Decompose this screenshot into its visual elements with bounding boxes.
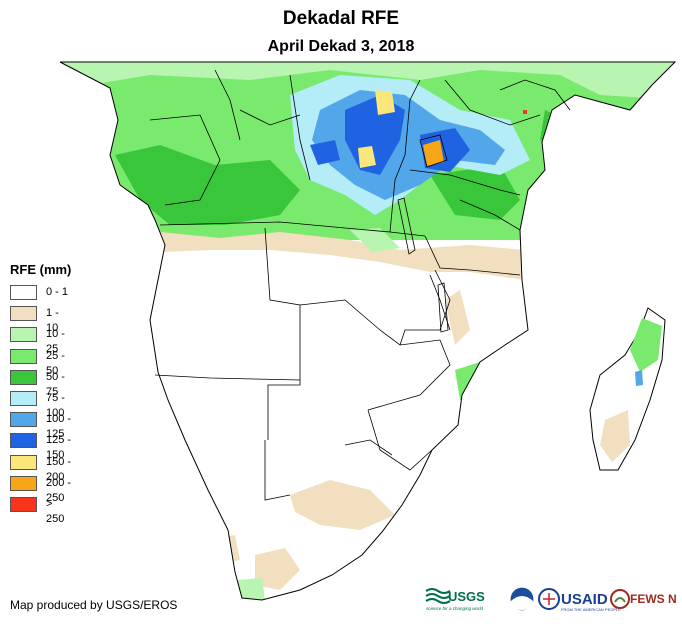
noaa-logo bbox=[509, 586, 535, 612]
legend-label: 0 - 1 bbox=[46, 286, 69, 298]
legend-label: 100 - 125 bbox=[46, 413, 72, 441]
fewsnet-text: FEWS NET bbox=[630, 592, 676, 606]
legend-swatch bbox=[10, 496, 37, 512]
map-legend: RFE (mm) 0 - 1 1 - 10 10 - 25 25 - 50 50… bbox=[10, 262, 72, 525]
rain-zone-over-250 bbox=[523, 110, 527, 114]
usaid-text: USAID bbox=[561, 591, 608, 608]
legend-label: 1 - 10 bbox=[46, 307, 59, 335]
legend-item: 125 - 150 bbox=[10, 431, 71, 461]
rain-zone-10-25-transition bbox=[350, 228, 400, 252]
legend-label: 10 - 25 bbox=[46, 328, 65, 356]
legend-label: 75 - 100 bbox=[46, 391, 65, 419]
legend-item: 200 - 250 bbox=[10, 474, 71, 504]
legend-item: 0 - 1 bbox=[10, 283, 71, 304]
lake-victoria bbox=[419, 134, 448, 168]
usgs-text: USGS bbox=[448, 589, 485, 604]
legend-swatch bbox=[10, 412, 37, 428]
usgs-tagline: science for a changing world bbox=[426, 606, 484, 611]
legend-swatch bbox=[10, 348, 37, 364]
legend-label: 125 - 150 bbox=[46, 434, 72, 462]
legend-label: 25 - 50 bbox=[46, 349, 65, 377]
legend-item: > 250 bbox=[10, 495, 71, 525]
rain-zone-125-150-center bbox=[310, 140, 340, 165]
rainfall-map bbox=[59, 61, 677, 601]
legend-swatch bbox=[10, 369, 37, 385]
legend-swatch bbox=[10, 327, 37, 343]
rain-zone-10-25-south bbox=[238, 578, 265, 600]
rain-zone-50-75-east bbox=[430, 165, 520, 220]
usaid-tagline: FROM THE AMERICAN PEOPLE bbox=[561, 607, 621, 612]
legend-label: 150 - 200 bbox=[46, 455, 72, 483]
usgs-logo: USGS science for a changing world bbox=[425, 588, 485, 611]
agency-logos: USGS science for a changing world USAID … bbox=[425, 586, 676, 612]
map-credit: Map produced by USGS/EROS bbox=[10, 598, 178, 612]
madagascar-rain-1-10 bbox=[600, 410, 630, 462]
map-subtitle: April Dekad 3, 2018 bbox=[267, 38, 415, 55]
madagascar-rain-100-125 bbox=[635, 370, 643, 386]
legend-item: 150 - 200 bbox=[10, 453, 71, 483]
legend-item: 1 - 10 bbox=[10, 304, 71, 334]
map-title: Dekadal RFE bbox=[282, 8, 400, 29]
rain-zone-150-200-b bbox=[358, 146, 376, 168]
lake-malawi bbox=[437, 282, 449, 333]
rain-zone-150-200-a bbox=[375, 90, 395, 115]
legend-label: 50 - 75 bbox=[46, 370, 65, 398]
legend-swatch bbox=[10, 285, 37, 300]
rain-zone-1-10-d bbox=[210, 535, 240, 565]
legend-swatch bbox=[10, 454, 37, 470]
country-borders bbox=[149, 69, 571, 501]
legend-title: RFE (mm) bbox=[10, 262, 72, 277]
madagascar-rain-25-50 bbox=[630, 318, 662, 372]
legend-swatch bbox=[10, 306, 37, 322]
legend-swatch bbox=[10, 475, 37, 491]
legend-item: 50 - 75 bbox=[10, 368, 71, 398]
rain-zone-200-250 bbox=[423, 140, 444, 166]
legend-item: 75 - 100 bbox=[10, 389, 71, 419]
legend-swatch bbox=[10, 390, 37, 406]
legend-swatch bbox=[10, 433, 37, 449]
legend-item: 25 - 50 bbox=[10, 347, 71, 377]
rain-zone-1-10-transition bbox=[160, 232, 525, 280]
rain-zone-1-10-a bbox=[290, 480, 395, 530]
legend-label: 200 - 250 bbox=[46, 476, 72, 504]
rain-zone-1-10-b bbox=[255, 548, 300, 590]
lake-tanganyika bbox=[397, 197, 416, 255]
fewsnet-logo: FEWS NET bbox=[610, 589, 676, 609]
africa-coastline bbox=[59, 61, 677, 601]
rain-zone-1-10-c bbox=[445, 290, 470, 345]
legend-item: 10 - 25 bbox=[10, 325, 71, 355]
legend-label: > 250 bbox=[46, 497, 65, 525]
usaid-logo: USAID FROM THE AMERICAN PEOPLE bbox=[538, 588, 621, 612]
legend-item: 100 - 125 bbox=[10, 410, 71, 440]
